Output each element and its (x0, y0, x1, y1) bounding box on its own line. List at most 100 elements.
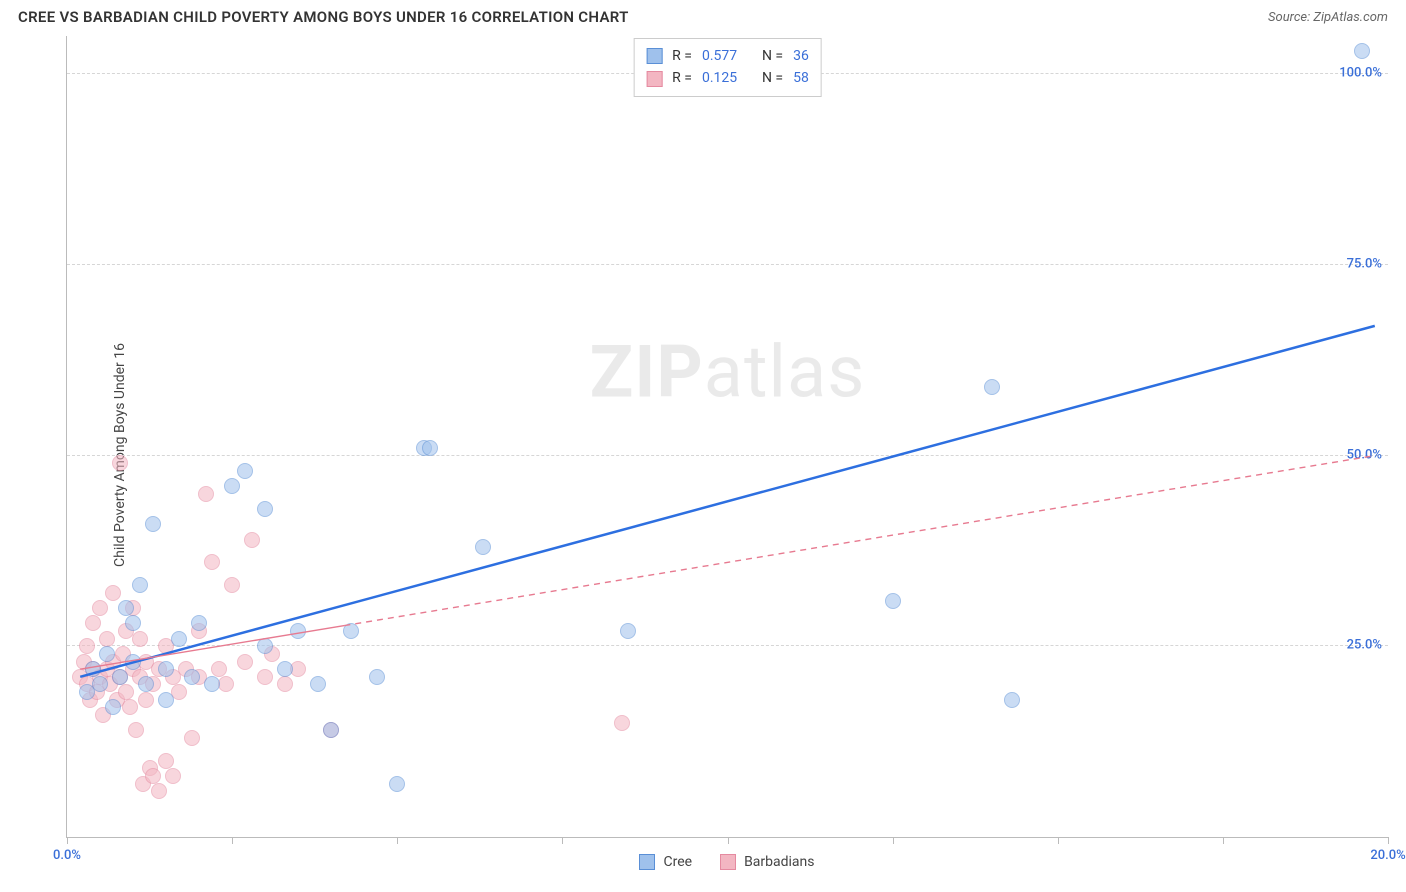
series-legend: Cree Barbadians (66, 854, 1388, 870)
data-point (165, 768, 181, 784)
source-label: Source: ZipAtlas.com (1268, 10, 1388, 25)
data-point (204, 676, 220, 692)
legend-item: Cree (639, 854, 692, 870)
data-point (118, 684, 134, 700)
legend-label: Barbadians (744, 854, 814, 870)
data-point (422, 440, 438, 456)
data-point (171, 631, 187, 647)
y-tick-label: 25.0% (1347, 638, 1382, 653)
x-tick (67, 837, 68, 844)
y-tick-label: 75.0% (1347, 256, 1382, 271)
legend-row: R =0.577N =36 (646, 45, 809, 67)
data-point (257, 501, 273, 517)
x-tick (728, 837, 729, 844)
data-point (211, 661, 227, 677)
legend-n-label: N = (762, 45, 783, 67)
data-point (204, 554, 220, 570)
x-tick (893, 837, 894, 844)
y-tick-label: 100.0% (1339, 66, 1382, 81)
trend-lines (67, 36, 1388, 837)
legend-n-value: 36 (793, 45, 809, 67)
x-tick (562, 837, 563, 844)
data-point (257, 638, 273, 654)
data-point (125, 615, 141, 631)
data-point (885, 593, 901, 609)
data-point (122, 699, 138, 715)
data-point (151, 783, 167, 799)
data-point (1004, 692, 1020, 708)
data-point (132, 577, 148, 593)
data-point (224, 577, 240, 593)
data-point (184, 730, 200, 746)
data-point (92, 676, 108, 692)
data-point (257, 669, 273, 685)
data-point (132, 631, 148, 647)
x-tick (1388, 837, 1389, 844)
chart-container: Child Poverty Among Boys Under 16 ZIPatl… (18, 36, 1388, 874)
legend-row: R = 0.125 N = 58 (646, 67, 809, 89)
gridline (67, 264, 1388, 265)
data-point (614, 715, 630, 731)
data-point (244, 532, 260, 548)
plot-area: ZIPatlas R =0.577N =36R =0.125N =58 25.0… (66, 36, 1388, 838)
data-point (290, 623, 306, 639)
legend-swatch (720, 854, 736, 870)
data-point (99, 646, 115, 662)
correlation-legend: R =0.577N =36R =0.125N =58 (633, 38, 822, 97)
data-point (237, 654, 253, 670)
data-point (224, 478, 240, 494)
legend-n-label: N = (762, 67, 783, 89)
x-tick (1058, 837, 1059, 844)
data-point (125, 654, 141, 670)
data-point (277, 676, 293, 692)
data-point (158, 692, 174, 708)
y-tick-label: 50.0% (1347, 447, 1382, 462)
data-point (79, 638, 95, 654)
data-point (105, 585, 121, 601)
x-tick (232, 837, 233, 844)
legend-swatch (646, 71, 662, 87)
data-point (85, 615, 101, 631)
data-point (158, 753, 174, 769)
watermark: ZIPatlas (590, 330, 866, 415)
data-point (99, 631, 115, 647)
data-point (145, 516, 161, 532)
x-tick (397, 837, 398, 844)
data-point (112, 669, 128, 685)
legend-r-value: 0.125 (702, 67, 752, 89)
data-point (310, 676, 326, 692)
legend-r-label: R = (672, 67, 692, 89)
chart-title: CREE VS BARBADIAN CHILD POVERTY AMONG BO… (18, 8, 629, 26)
data-point (138, 676, 154, 692)
data-point (620, 623, 636, 639)
data-point (85, 661, 101, 677)
legend-label: Cree (663, 854, 692, 870)
data-point (984, 379, 1000, 395)
data-point (343, 623, 359, 639)
data-point (118, 600, 134, 616)
data-point (369, 669, 385, 685)
data-point (112, 455, 128, 471)
data-point (184, 669, 200, 685)
legend-r-label: R = (672, 45, 692, 67)
legend-swatch (646, 48, 662, 64)
data-point (277, 661, 293, 677)
data-point (323, 722, 339, 738)
data-point (237, 463, 253, 479)
data-point (105, 699, 121, 715)
data-point (145, 768, 161, 784)
data-point (198, 486, 214, 502)
data-point (1354, 43, 1370, 59)
legend-item: Barbadians (720, 854, 814, 870)
data-point (128, 722, 144, 738)
data-point (191, 615, 207, 631)
data-point (92, 600, 108, 616)
gridline (67, 455, 1388, 456)
x-tick (1223, 837, 1224, 844)
data-point (475, 539, 491, 555)
data-point (138, 692, 154, 708)
legend-swatch (639, 854, 655, 870)
legend-n-value: 58 (793, 67, 809, 89)
data-point (389, 776, 405, 792)
data-point (158, 661, 174, 677)
